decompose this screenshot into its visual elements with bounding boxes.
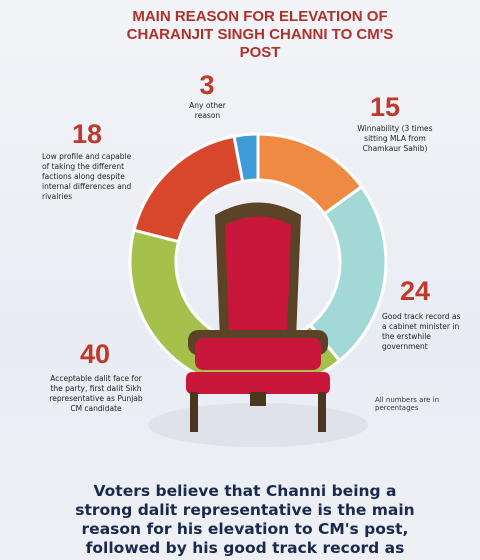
category-label: Any other reason: [189, 101, 226, 120]
category-label: Low profile and capable of taking the di…: [42, 152, 132, 201]
value-label: 24: [399, 276, 431, 306]
donut-segment: [232, 132, 260, 184]
value-label: 15: [369, 92, 401, 122]
category-label: Acceptable dalit face for the party, fir…: [49, 374, 143, 413]
category-label: Good track record as a cabinet minister …: [382, 312, 461, 351]
category-label: Winnability (3 times sitting MLA from Ch…: [357, 124, 433, 153]
value-label: 3: [199, 70, 215, 100]
chair: [186, 202, 330, 432]
value-label: 18: [71, 119, 103, 149]
value-label: 40: [79, 339, 111, 369]
chart-title: MAIN REASON FOR ELEVATION OF CHARANJIT S…: [126, 8, 394, 61]
caption: Voters believe that Channi being a stron…: [75, 482, 415, 560]
note: All numbers are in percentages: [375, 396, 440, 412]
shadow: [148, 403, 368, 447]
